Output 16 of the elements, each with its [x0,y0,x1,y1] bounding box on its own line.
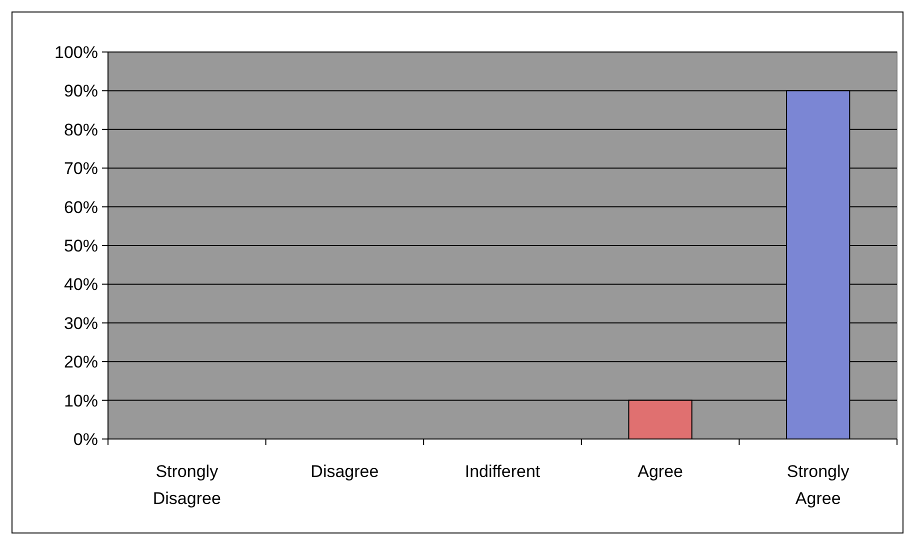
y-tick-label: 80% [64,120,98,140]
y-tick-label: 60% [64,198,98,217]
y-tick-label: 30% [64,314,98,333]
y-tick-label: 90% [64,82,98,101]
y-tick-label: 70% [64,159,98,178]
x-tick-label: Strongly Disagree [152,462,221,508]
y-tick-label: 0% [73,430,98,449]
x-tick-label: Indifferent [464,462,540,481]
y-tick-label: 20% [64,352,98,372]
y-tick-label: 10% [64,391,98,410]
x-tick-label: Agree [638,462,683,481]
x-tick-label: Disagree [310,462,379,481]
x-tick-label: Strongly Agree [786,462,850,508]
y-tick-label: 40% [64,275,98,294]
y-tick-label: 100% [54,42,98,62]
y-tick-label: 50% [64,236,98,256]
